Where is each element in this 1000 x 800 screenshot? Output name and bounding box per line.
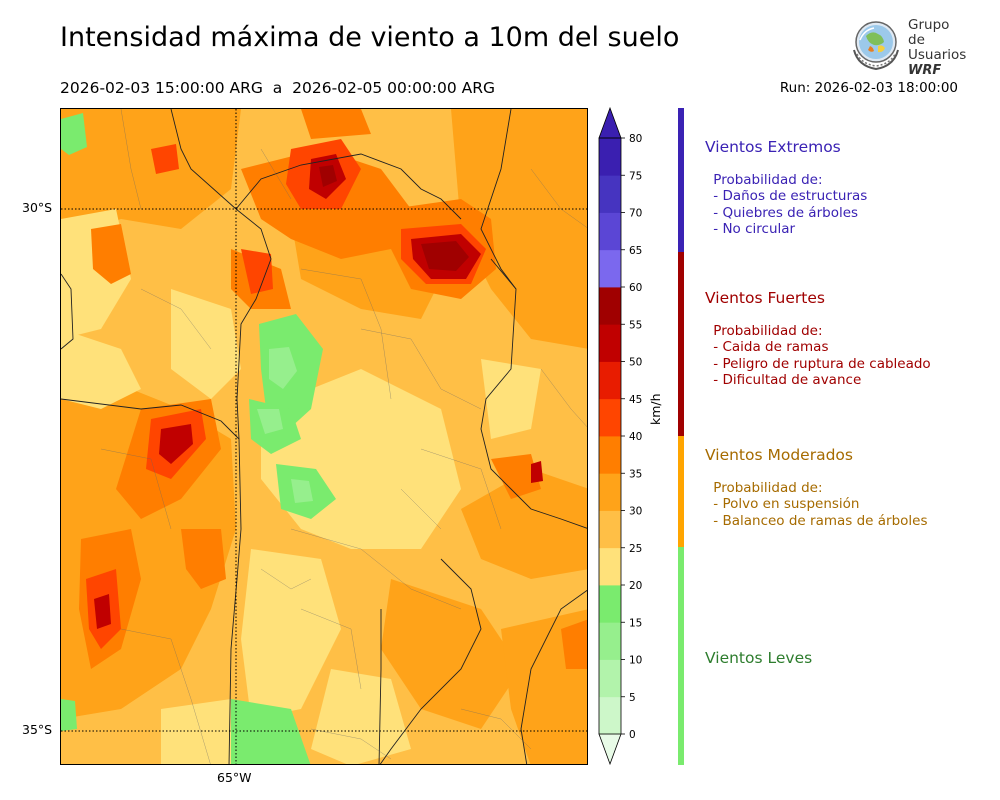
colorbar-segment-60-65 bbox=[599, 249, 621, 288]
colorbar-tick-label-80: 80 bbox=[629, 133, 642, 145]
run-timestamp: Run: 2026-02-03 18:00:00 bbox=[779, 80, 958, 96]
colorbar-segment-55-60 bbox=[599, 287, 621, 325]
category-fuertes-desc: Probabilidad de: - Caida de ramas - Peli… bbox=[713, 323, 931, 388]
colorbar-tick-label-30: 30 bbox=[629, 506, 642, 518]
colorbar-tick-label-20: 20 bbox=[629, 580, 642, 592]
colorbar-segment-10-15 bbox=[599, 622, 621, 660]
colorbar-tick-label-65: 65 bbox=[629, 245, 642, 257]
colorbar-segment-70-75 bbox=[599, 175, 621, 213]
category-extremos-desc: Probabilidad de: - Daños de estructuras … bbox=[713, 172, 868, 237]
colorbar-tick-label-45: 45 bbox=[629, 394, 642, 406]
lon-label-65w: 65°W bbox=[217, 770, 252, 785]
colorbar-tick-label-0: 0 bbox=[629, 729, 636, 741]
map-title: Intensidad máxima de viento a 10m del su… bbox=[60, 22, 680, 53]
colorbar: 0 5 10 15 20 25 30 35 40 45 50 55 60 65 70 75 80 bbox=[598, 106, 642, 766]
strip-fuertes bbox=[678, 252, 684, 436]
colorbar-tick-label-60: 60 bbox=[629, 282, 642, 294]
logo-line-3: WRF bbox=[908, 63, 942, 78]
colorbar-segment-50-55 bbox=[599, 324, 621, 362]
strip-leves bbox=[678, 547, 684, 765]
logo-text: Grupo de Usuarios WRF bbox=[908, 17, 968, 79]
colorbar-tick-label-55: 55 bbox=[629, 319, 642, 331]
colorbar-unit: km/h bbox=[648, 393, 663, 425]
colorbar-segment-40-45 bbox=[599, 398, 621, 437]
category-moderados-title: Vientos Moderados bbox=[705, 446, 853, 464]
wind-map bbox=[60, 108, 588, 765]
colorbar-segments bbox=[598, 106, 622, 766]
colorbar-segment-35-40 bbox=[599, 436, 621, 474]
globe-logo-icon bbox=[853, 21, 899, 71]
colorbar-extend-upper bbox=[598, 106, 622, 139]
colorbar-segment-65-70 bbox=[599, 212, 621, 251]
colorbar-tick-label-10: 10 bbox=[629, 655, 642, 667]
wind-zone-15-20 bbox=[257, 347, 313, 503]
colorbar-tick-label-70: 70 bbox=[629, 208, 642, 220]
colorbar-tick-label-40: 40 bbox=[629, 431, 642, 443]
colorbar-segment-45-50 bbox=[599, 361, 621, 400]
colorbar-tick-label-75: 75 bbox=[629, 170, 642, 182]
map-gridlines bbox=[61, 109, 587, 764]
colorbar-segment-75-80 bbox=[599, 138, 621, 176]
colorbar-segment-25-30 bbox=[599, 510, 621, 549]
forecast-period: 2026-02-03 15:00:00 ARG a 2026-02-05 00:… bbox=[60, 79, 496, 97]
colorbar-tick-label-50: 50 bbox=[629, 357, 642, 369]
lat-label-35s: 35°S bbox=[22, 722, 53, 737]
category-leves-title: Vientos Leves bbox=[705, 649, 813, 667]
logo-line-2: Usuarios bbox=[908, 47, 967, 63]
colorbar-segment-20-25 bbox=[599, 547, 621, 586]
colorbar-tick-label-35: 35 bbox=[629, 468, 642, 480]
category-moderados-desc: Probabilidad de: - Polvo en suspensión -… bbox=[713, 480, 928, 529]
strip-extremos bbox=[678, 108, 684, 252]
colorbar-ticks: 0 5 10 15 20 25 30 35 40 45 50 55 60 65 70 75 80 bbox=[621, 133, 642, 741]
logo-line-1: Grupo de bbox=[908, 17, 950, 48]
lat-label-30s: 30°S bbox=[22, 200, 53, 215]
colorbar-segment-15-20 bbox=[599, 585, 621, 623]
grupo-usuarios-wrf-logo: Grupo de Usuarios WRF bbox=[848, 16, 968, 78]
strip-moderados bbox=[678, 436, 684, 547]
colorbar-tick-label-15: 15 bbox=[629, 617, 642, 629]
wind-field-svg bbox=[61, 109, 587, 764]
wind-zone-60-65 bbox=[319, 165, 469, 271]
province-boundaries bbox=[61, 109, 587, 764]
colorbar-segment-0-5 bbox=[599, 696, 621, 735]
category-extremos-title: Vientos Extremos bbox=[705, 138, 841, 156]
colorbar-segment-30-35 bbox=[599, 473, 621, 511]
colorbar-extend-lower bbox=[598, 733, 622, 766]
colorbar-tick-label-25: 25 bbox=[629, 543, 642, 555]
department-boundaries bbox=[100, 109, 587, 764]
category-fuertes-title: Vientos Fuertes bbox=[705, 289, 825, 307]
colorbar-segment-5-10 bbox=[599, 659, 621, 698]
colorbar-tick-label-5: 5 bbox=[629, 692, 636, 704]
